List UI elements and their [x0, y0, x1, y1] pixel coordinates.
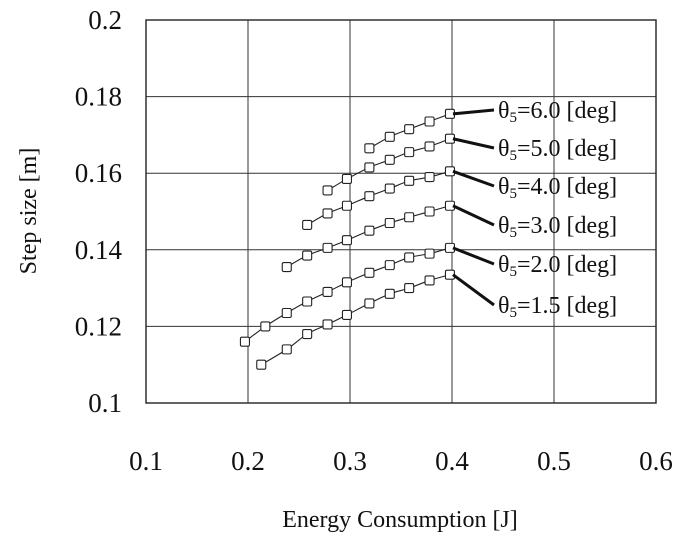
data-point-marker: [424, 275, 435, 286]
data-point-marker: [404, 283, 415, 294]
series-labels: θ5=6.0 [deg] θ5=5.0 [deg] θ5=4.0 [deg] θ5=3…: [452, 98, 617, 321]
data-point-marker: [341, 277, 352, 288]
series-line: [260, 274, 451, 366]
data-point-marker: [256, 359, 267, 370]
data-point-marker: [364, 162, 375, 173]
data-point-marker: [384, 217, 395, 229]
data-point-marker: [341, 200, 352, 211]
series-group: [256, 269, 456, 370]
data-point-marker: [322, 286, 333, 297]
x-tick-label: 0.6: [639, 446, 673, 476]
y-tick-label: 0.14: [75, 235, 123, 265]
series-group: [364, 108, 456, 154]
data-point-marker: [364, 143, 375, 154]
label-leader-line: [452, 137, 495, 150]
data-point-marker: [364, 191, 375, 202]
data-point-marker: [239, 336, 250, 347]
data-point-marker: [424, 141, 435, 152]
data-point-marker: [424, 171, 435, 183]
data-series: [239, 108, 456, 370]
data-point-marker: [404, 124, 415, 135]
x-tick-label: 0.3: [333, 446, 367, 476]
data-point-marker: [424, 206, 435, 217]
series-group: [239, 242, 456, 347]
data-point-marker: [322, 208, 333, 219]
data-point-marker: [384, 131, 395, 142]
y-tick-label: 0.16: [75, 158, 122, 188]
data-point-marker: [384, 288, 395, 299]
data-point-marker: [302, 296, 313, 307]
x-tick-label: 0.5: [537, 446, 571, 476]
data-point-marker: [404, 252, 415, 263]
y-axis-title: Step size [m]: [16, 148, 42, 275]
label-leader-line: [452, 204, 495, 227]
data-point-marker: [302, 329, 313, 340]
y-tick-label: 0.2: [88, 5, 122, 35]
label-leader-line: [452, 169, 495, 188]
data-point-marker: [424, 248, 435, 259]
data-point-marker: [364, 267, 375, 278]
series-group: [302, 166, 456, 230]
data-point-marker: [322, 319, 333, 330]
data-point-marker: [384, 154, 395, 165]
data-point-marker: [302, 250, 313, 261]
series-label: θ5=5.0 [deg]: [498, 136, 617, 164]
series-label: θ5=6.0 [deg]: [498, 98, 617, 126]
data-point-marker: [341, 309, 352, 320]
data-point-marker: [260, 321, 271, 332]
data-point-marker: [341, 235, 352, 246]
label-leader-line: [452, 273, 495, 307]
y-tick-label: 0.18: [75, 82, 122, 112]
y-axis-tick-labels: 0.1 0.12 0.14 0.16 0.18 0.2: [75, 5, 123, 418]
data-point-marker: [384, 260, 395, 271]
data-point-marker: [281, 307, 292, 319]
x-tick-label: 0.2: [231, 446, 265, 476]
series-group: [322, 133, 456, 196]
series-line: [244, 247, 451, 343]
label-leader-line: [452, 108, 495, 116]
series-label: θ5=2.0 [deg]: [498, 252, 617, 280]
data-point-marker: [341, 173, 352, 184]
data-point-marker: [322, 185, 333, 196]
x-tick-label: 0.4: [435, 446, 469, 476]
data-point-marker: [302, 219, 313, 230]
plot-frame: [145, 19, 657, 404]
gridlines: [146, 20, 656, 403]
data-point-marker: [404, 212, 415, 223]
data-point-marker: [424, 116, 435, 127]
series-group: [281, 200, 456, 273]
data-point-marker: [364, 225, 375, 236]
y-tick-label: 0.12: [75, 311, 122, 341]
data-point-marker: [404, 147, 415, 158]
x-tick-label: 0.1: [129, 446, 163, 476]
label-leader-line: [452, 246, 495, 266]
data-point-marker: [384, 183, 395, 194]
series-label: θ5=3.0 [deg]: [498, 213, 617, 241]
data-point-marker: [404, 175, 415, 186]
x-axis-title: Energy Consumption [J]: [282, 507, 518, 533]
data-point-marker: [281, 261, 292, 273]
x-axis-tick-labels: 0.1 0.2 0.3 0.4 0.5 0.6: [129, 446, 673, 476]
data-point-marker: [281, 344, 292, 355]
y-tick-label: 0.1: [88, 388, 122, 418]
series-label: θ5=4.0 [deg]: [498, 174, 617, 202]
data-point-marker: [364, 298, 375, 309]
data-point-marker: [322, 242, 333, 253]
series-label: θ5=1.5 [deg]: [498, 293, 617, 321]
